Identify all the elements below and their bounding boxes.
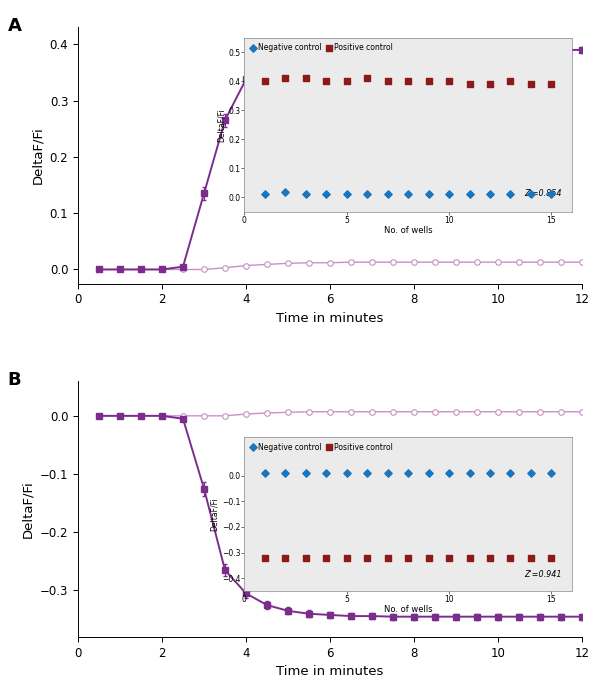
Y-axis label: DeltaF/Fi: DeltaF/Fi xyxy=(21,480,34,538)
Text: A: A xyxy=(7,17,22,35)
Text: B: B xyxy=(7,371,21,388)
X-axis label: Time in minutes: Time in minutes xyxy=(277,312,383,325)
Y-axis label: DeltaF/Fi: DeltaF/Fi xyxy=(31,127,44,184)
X-axis label: Time in minutes: Time in minutes xyxy=(277,665,383,678)
